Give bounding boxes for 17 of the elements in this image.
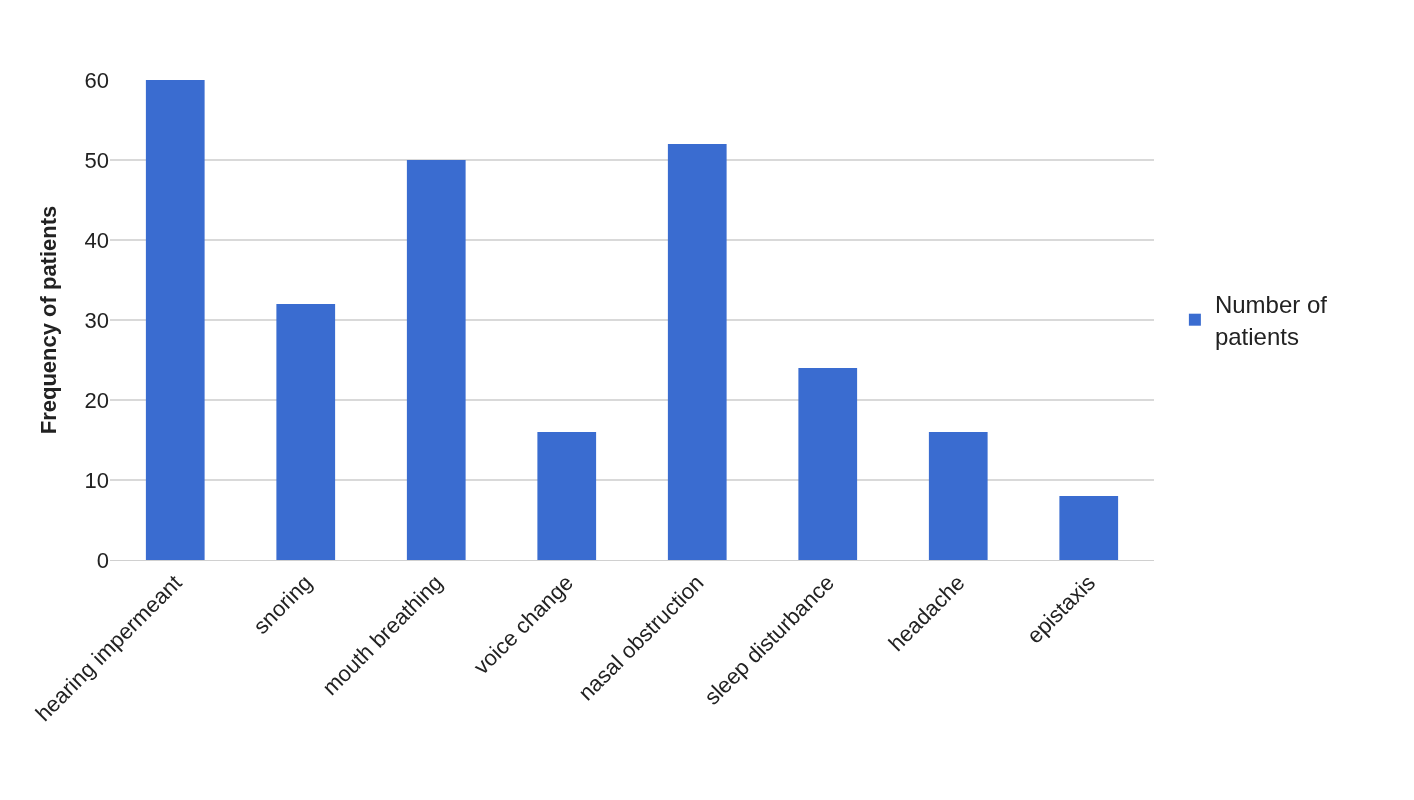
legend-label: Number of patients — [1214, 291, 1328, 350]
y-tick-label: 10 — [84, 467, 109, 493]
bar — [667, 144, 727, 560]
bar — [276, 304, 336, 560]
bar — [406, 160, 466, 560]
y-tick-label: 60 — [84, 67, 109, 93]
y-tick-label: 50 — [84, 147, 109, 173]
y-axis-title: Frequency of patients — [36, 205, 61, 435]
bar — [537, 432, 597, 560]
bar — [798, 368, 858, 560]
y-tick-label: 30 — [84, 307, 109, 333]
bar — [145, 80, 205, 560]
y-tick-label: 40 — [84, 227, 109, 253]
bar — [1059, 496, 1119, 560]
bar — [928, 432, 988, 560]
y-tick-label: 0 — [96, 547, 109, 573]
y-tick-label: 20 — [84, 387, 109, 413]
